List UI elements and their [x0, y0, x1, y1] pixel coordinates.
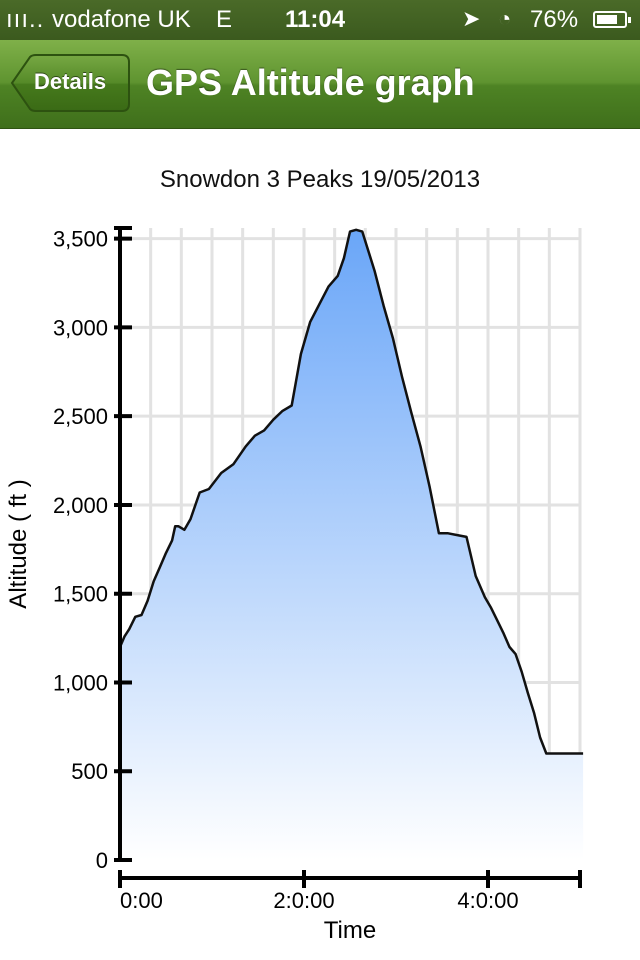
battery-icon: [593, 11, 631, 28]
location-arrow-icon: ➤: [462, 6, 481, 31]
battery-percent: 76%: [530, 6, 579, 33]
x-axis-title: Time: [324, 917, 376, 944]
y-tick-label: 1,500: [53, 582, 108, 607]
carrier-name: vodafone UK: [52, 6, 191, 33]
y-tick-label: 1,000: [53, 670, 108, 695]
y-tick-label: 2,500: [53, 404, 108, 429]
y-tick-label: 3,000: [53, 315, 108, 340]
chart-title: Snowdon 3 Peaks 19/05/2013: [159, 166, 481, 193]
status-bar: ııı.. vodafone UK E 11:04 ➤ ◔ 76%: [0, 0, 640, 40]
altitude-line: [118, 228, 584, 755]
back-button-label: Details: [34, 69, 107, 94]
x-tick-label: 0:00: [120, 888, 163, 913]
chart-ticks: 0 500 1,000 1,500 2,000 2,500 3,000 3,500 0:00 2:…: [53, 227, 519, 913]
status-time: 11:04: [285, 6, 346, 33]
x-tick-label: 2:0:00: [273, 888, 334, 913]
y-tick-label: 2,000: [53, 493, 108, 518]
y-tick-label: 500: [71, 759, 108, 784]
battery-fill: [597, 15, 617, 24]
y-tick-label: 0: [96, 848, 108, 873]
x-tick-label: 4:0:00: [457, 888, 518, 913]
altitude-area: [120, 229, 584, 861]
navigation-bar: Details GPS Altitude graph: [0, 40, 640, 129]
battery-nub: [628, 17, 631, 23]
back-button[interactable]: Details: [10, 54, 130, 112]
chart-series: [118, 228, 584, 861]
network-type: E: [216, 6, 233, 33]
alarm-clock-icon: ◔: [498, 6, 512, 31]
y-axis-title: Altitude ( ft ): [5, 479, 32, 608]
page-title: GPS Altitude graph: [146, 62, 475, 103]
signal-strength-icon: ııı..: [6, 6, 45, 33]
altitude-chart: 0 500 1,000 1,500 2,000 2,500 3,000 3,500 0:00 2:…: [5, 226, 584, 944]
back-button-shape: [10, 54, 130, 112]
y-tick-label: 3,500: [53, 227, 108, 252]
